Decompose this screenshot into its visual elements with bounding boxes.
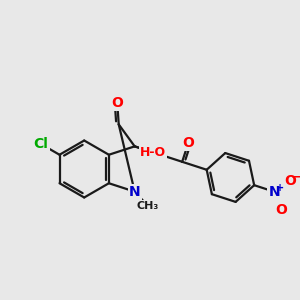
Text: H-O: H-O [140,146,166,159]
Text: O: O [285,174,296,188]
Text: CH₃: CH₃ [137,201,159,211]
Text: O: O [111,96,123,110]
Text: +: + [276,183,284,193]
Text: Cl: Cl [34,137,49,151]
Text: N: N [129,184,140,199]
Text: O: O [275,203,287,217]
Text: O: O [182,136,194,150]
Text: N: N [268,185,280,199]
Text: −: − [291,171,300,184]
